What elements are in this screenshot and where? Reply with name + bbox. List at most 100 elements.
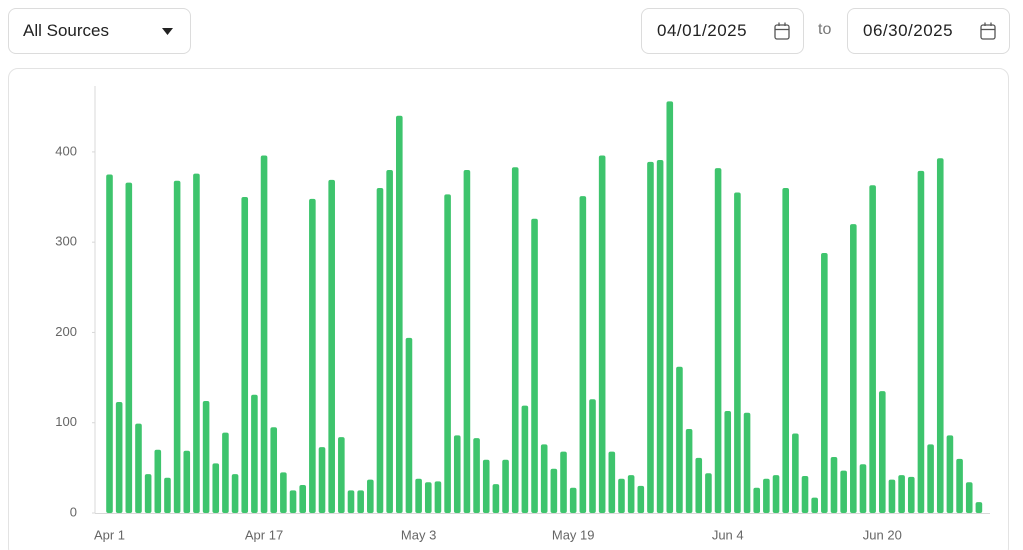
bar xyxy=(444,194,451,513)
bar xyxy=(357,490,364,513)
bar xyxy=(511,167,519,513)
bar xyxy=(338,437,345,513)
bar xyxy=(743,412,751,513)
y-tick-label: 100 xyxy=(55,414,77,429)
y-tick-label: 300 xyxy=(55,234,77,249)
bar xyxy=(463,169,471,513)
bar xyxy=(811,497,818,513)
bar xyxy=(550,468,558,513)
bar xyxy=(608,451,616,513)
start-date: 04/01/2025 xyxy=(657,21,748,40)
bar xyxy=(212,463,220,513)
bar xyxy=(647,161,654,513)
bar xyxy=(473,438,480,513)
bar xyxy=(666,101,674,513)
bar xyxy=(705,473,712,513)
bar xyxy=(734,192,741,514)
bar xyxy=(396,115,403,513)
bar xyxy=(637,485,645,513)
bar xyxy=(956,458,963,513)
chart-card xyxy=(8,68,1009,550)
bar xyxy=(202,401,210,513)
y-tick-label: 400 xyxy=(55,143,77,158)
bar xyxy=(492,484,500,513)
bar xyxy=(453,435,461,513)
y-tick-label: 200 xyxy=(55,324,77,339)
bar xyxy=(695,457,703,513)
calendar-icon xyxy=(980,22,996,40)
bar xyxy=(415,478,422,513)
bar xyxy=(309,198,316,513)
bar xyxy=(183,450,191,513)
bar xyxy=(521,405,529,513)
x-tick-label: Jun 4 xyxy=(712,527,744,542)
bar xyxy=(792,433,799,513)
bar xyxy=(270,427,278,513)
date-separator: to xyxy=(818,21,832,38)
bar xyxy=(927,444,934,513)
bar xyxy=(840,470,847,513)
bar xyxy=(376,188,384,514)
bar xyxy=(231,474,239,513)
x-tick-label: May 19 xyxy=(552,527,595,542)
bar xyxy=(424,482,432,513)
bar xyxy=(821,253,828,513)
bar xyxy=(714,168,722,514)
bar xyxy=(782,188,789,514)
bar xyxy=(965,482,973,513)
bar xyxy=(531,218,538,513)
bar xyxy=(318,447,326,513)
bar xyxy=(724,410,732,513)
bar xyxy=(569,487,577,513)
bar xyxy=(347,490,355,513)
bar xyxy=(106,174,113,513)
bar xyxy=(898,475,905,513)
bar xyxy=(917,170,925,514)
bar xyxy=(328,179,335,513)
bar xyxy=(753,487,761,513)
bar xyxy=(618,478,625,513)
bar xyxy=(801,475,809,513)
bar xyxy=(888,479,896,513)
bar xyxy=(164,477,171,513)
bar xyxy=(482,459,490,513)
bar xyxy=(772,475,780,513)
bar xyxy=(434,481,442,513)
bar xyxy=(241,197,249,513)
bar xyxy=(154,449,162,513)
bar xyxy=(173,180,181,514)
bar xyxy=(763,478,770,513)
bar xyxy=(125,182,133,513)
start-date-input[interactable]: 04/01/2025 xyxy=(641,8,804,54)
bar xyxy=(299,485,306,513)
bar xyxy=(289,490,297,513)
bar xyxy=(115,401,123,513)
bar xyxy=(869,185,876,514)
x-tick-label: Apr 1 xyxy=(94,527,125,542)
bar xyxy=(260,155,268,513)
bar xyxy=(579,196,587,513)
calendar-icon xyxy=(774,22,790,40)
source-dropdown[interactable]: All Sources xyxy=(8,8,191,54)
bar xyxy=(830,457,838,513)
bar xyxy=(502,459,509,513)
end-date-input[interactable]: 06/30/2025 xyxy=(847,8,1010,54)
bar xyxy=(907,476,915,513)
bar xyxy=(560,451,567,513)
bar xyxy=(598,155,606,513)
bar xyxy=(251,394,258,513)
bar xyxy=(589,399,596,513)
bar xyxy=(222,432,229,513)
end-date: 06/30/2025 xyxy=(863,21,954,40)
dropdown-arrow xyxy=(162,28,173,35)
bar xyxy=(280,472,287,513)
bar xyxy=(405,337,413,513)
bar xyxy=(193,173,200,513)
x-tick-label: May 3 xyxy=(401,527,436,542)
bar xyxy=(627,475,635,513)
bar xyxy=(879,391,886,513)
bar xyxy=(859,464,867,513)
bar xyxy=(540,444,548,513)
